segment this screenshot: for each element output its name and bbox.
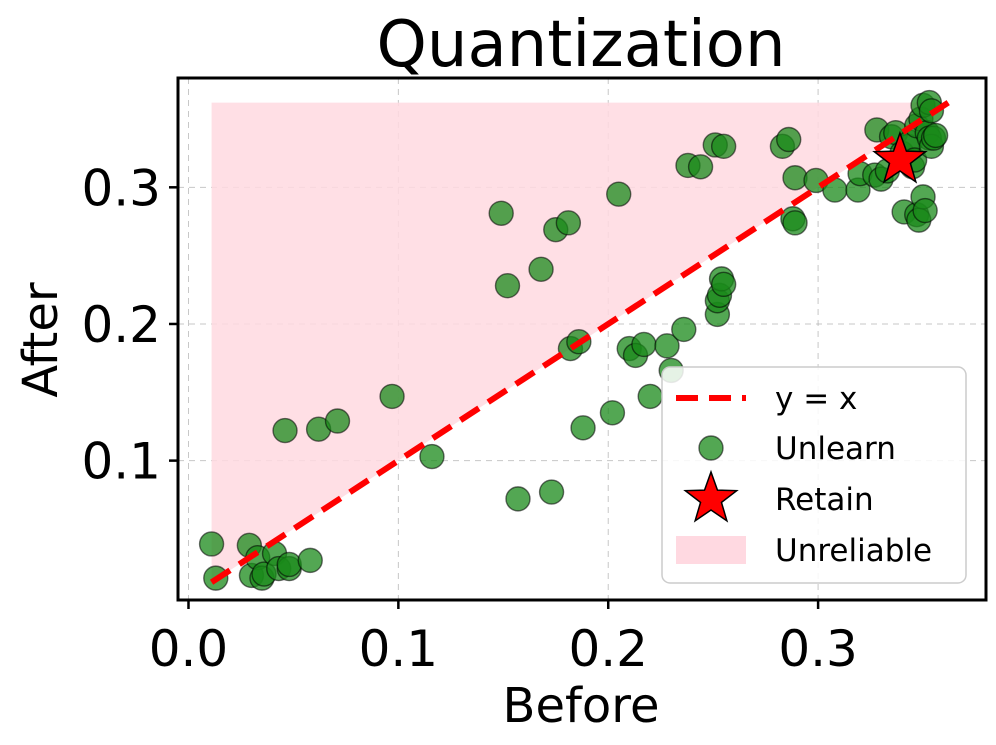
unlearn-point (555, 210, 582, 236)
y-tick-label: 0.3 (81, 159, 161, 217)
reference-line-y-equals-x (209, 100, 950, 585)
x-tick-label: 0.1 (359, 620, 439, 678)
legend: y = x Unlearn Retain Unreliable (661, 366, 967, 584)
unlearn-point (570, 415, 596, 441)
chart-title: Quantization (377, 8, 786, 82)
unlearn-point (488, 200, 514, 226)
unlearn-point (379, 383, 405, 410)
unlearn-point (782, 165, 808, 191)
unlearn-point (494, 273, 521, 299)
retain-star-marker (872, 130, 928, 184)
legend-label: Retain (775, 482, 874, 518)
unlearn-point (637, 383, 663, 410)
legend-unlearn-swatch (698, 435, 724, 461)
unlearn-point (419, 443, 445, 470)
x-tick-label: 0.0 (149, 620, 229, 678)
y-tick-label: 0.2 (81, 296, 161, 354)
unlearn-point (606, 181, 632, 207)
y-tick-label: 0.1 (81, 433, 161, 491)
plot-area: 0.0 0.1 0.2 0.3 0.1 0.2 0.3 (81, 76, 988, 678)
unlearn-point (922, 122, 949, 149)
unlearn-point (599, 400, 626, 426)
unlearn-point (505, 486, 531, 512)
axes-frame (176, 76, 988, 602)
x-axis-label: Before (503, 678, 660, 734)
x-tick-label: 0.2 (568, 620, 648, 678)
unlearn-point (528, 256, 554, 283)
unlearn-point (297, 547, 323, 574)
unlearn-point (276, 551, 302, 578)
unlearn-point (538, 479, 565, 505)
unlearn-point (687, 154, 714, 180)
legend-box (661, 366, 967, 584)
unlearn-point (654, 333, 680, 359)
legend-unreliable-swatch (676, 536, 746, 564)
unlearn-point (710, 133, 737, 160)
legend-label: Unlearn (775, 431, 896, 467)
unlearn-point (671, 316, 697, 343)
unlearn-point (912, 197, 938, 224)
legend-label: Unreliable (775, 533, 932, 569)
legend-retain-swatch (683, 469, 739, 523)
x-tick-label: 0.3 (778, 620, 858, 678)
unlearn-point (631, 331, 657, 358)
unlearn-point (782, 210, 808, 236)
unlearn-point (272, 417, 298, 444)
unlearn-point (324, 408, 351, 434)
legend-label: y = x (775, 381, 857, 417)
y-axis-label: After (13, 282, 69, 398)
unlearn-point (198, 531, 225, 557)
unlearn-point (776, 126, 802, 153)
unlearn-point (710, 271, 737, 298)
